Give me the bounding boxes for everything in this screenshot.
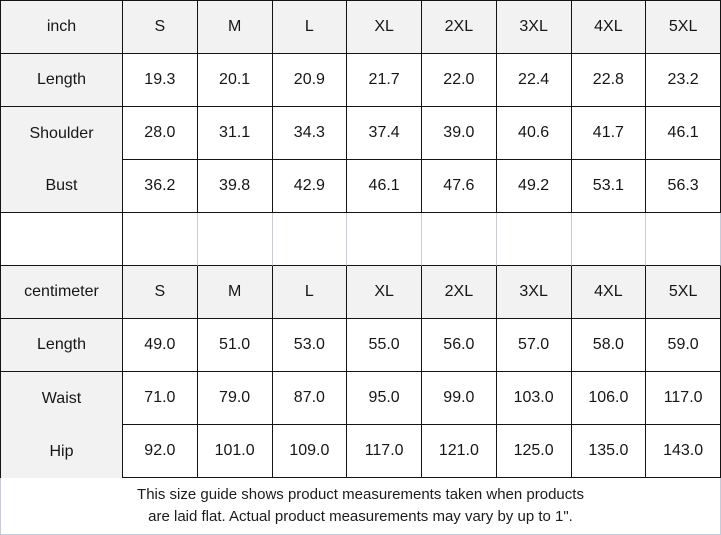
- measurement-value-cell: 92.0: [123, 425, 198, 478]
- unit-label-cell: centimeter: [1, 266, 123, 319]
- measurement-value-cell: 117.0: [347, 425, 422, 478]
- unit-label-cell: inch: [1, 1, 123, 54]
- size-header-cell: 3XL: [496, 1, 572, 54]
- spacer-cell: [496, 213, 572, 266]
- spacer-cell: [1, 213, 123, 266]
- size-header-cell: 4XL: [571, 266, 647, 319]
- measurement-label-cell: Hip: [1, 425, 123, 478]
- measurement-value-cell: 71.0: [123, 372, 198, 425]
- measurement-value-cell: 58.0: [571, 319, 647, 372]
- measurement-value-cell: 39.8: [197, 160, 273, 213]
- measurement-row: Waist 71.0 79.0 87.0 95.0 99.0 103.0 106.0 117.0: [1, 372, 721, 425]
- measurement-row: Length 49.0 51.0 53.0 55.0 56.0 57.0 58.0 59.0: [1, 319, 721, 372]
- size-header-row: inch S M L XL 2XL 3XL 4XL 5XL: [1, 1, 721, 54]
- measurement-value-cell: 59.0: [646, 319, 721, 372]
- measurement-value-cell: 143.0: [646, 425, 721, 478]
- spacer-cell: [272, 213, 348, 266]
- measurement-row: Length 19.3 20.1 20.9 21.7 22.0 22.4 22.8 23.2: [1, 54, 721, 107]
- measurement-row: Hip 92.0 101.0 109.0 117.0 121.0 125.0 135.0 143…: [1, 425, 721, 478]
- measurement-value-cell: 23.2: [646, 54, 721, 107]
- measurement-value-cell: 53.0: [272, 319, 348, 372]
- measurement-value-cell: 37.4: [347, 107, 422, 160]
- measurement-value-cell: 47.6: [422, 160, 497, 213]
- size-header-cell: S: [123, 1, 198, 54]
- size-header-cell: 4XL: [571, 1, 647, 54]
- measurement-value-cell: 22.4: [496, 54, 572, 107]
- measurement-value-cell: 46.1: [646, 107, 721, 160]
- spacer-cell: [347, 213, 422, 266]
- measurement-value-cell: 42.9: [272, 160, 348, 213]
- measurement-value-cell: 56.0: [422, 319, 497, 372]
- measurement-value-cell: 51.0: [197, 319, 273, 372]
- measurement-value-cell: 109.0: [272, 425, 348, 478]
- size-guide-note: This size guide shows product measuremen…: [0, 478, 721, 535]
- measurement-label-cell: Length: [1, 54, 123, 107]
- measurement-value-cell: 103.0: [496, 372, 572, 425]
- note-line: This size guide shows product measuremen…: [137, 485, 584, 503]
- measurement-value-cell: 79.0: [197, 372, 273, 425]
- size-header-cell: M: [197, 1, 273, 54]
- size-header-cell: 2XL: [422, 266, 497, 319]
- measurement-value-cell: 34.3: [272, 107, 348, 160]
- size-header-cell: 2XL: [422, 1, 497, 54]
- size-header-cell: L: [272, 266, 348, 319]
- measurement-value-cell: 55.0: [347, 319, 422, 372]
- measurement-value-cell: 49.0: [123, 319, 198, 372]
- size-header-row: centimeter S M L XL 2XL 3XL 4XL 5XL: [1, 266, 721, 319]
- measurement-value-cell: 22.0: [422, 54, 497, 107]
- measurement-value-cell: 53.1: [571, 160, 647, 213]
- measurement-row: Shoulder 28.0 31.1 34.3 37.4 39.0 40.6 41.7 46.1: [1, 107, 721, 160]
- size-header-cell: XL: [347, 1, 422, 54]
- measurement-value-cell: 22.8: [571, 54, 647, 107]
- size-header-cell: S: [123, 266, 198, 319]
- measurement-value-cell: 106.0: [571, 372, 647, 425]
- spacer-cell: [571, 213, 647, 266]
- measurement-value-cell: 28.0: [123, 107, 198, 160]
- spacer-cell: [646, 213, 721, 266]
- measurement-label-cell: Bust: [1, 160, 123, 213]
- measurement-row: Bust 36.2 39.8 42.9 46.1 47.6 49.2 53.1 56.3: [1, 160, 721, 213]
- measurement-label-cell: Waist: [1, 372, 123, 425]
- measurement-value-cell: 57.0: [496, 319, 572, 372]
- note-line: are laid flat. Actual product measuremen…: [148, 508, 573, 525]
- measurement-value-cell: 19.3: [123, 54, 198, 107]
- size-chart-table: inch S M L XL 2XL 3XL 4XL 5XL Length 19.3 20.1 20.9 2…: [0, 0, 721, 478]
- size-header-cell: M: [197, 266, 273, 319]
- measurement-value-cell: 31.1: [197, 107, 273, 160]
- spacer-row: [1, 213, 721, 266]
- measurement-value-cell: 95.0: [347, 372, 422, 425]
- measurement-value-cell: 125.0: [496, 425, 572, 478]
- measurement-value-cell: 99.0: [422, 372, 497, 425]
- size-header-cell: L: [272, 1, 348, 54]
- measurement-label-cell: Shoulder: [1, 107, 123, 160]
- measurement-value-cell: 20.9: [272, 54, 348, 107]
- measurement-value-cell: 121.0: [422, 425, 497, 478]
- size-header-cell: 5XL: [646, 1, 721, 54]
- measurement-value-cell: 20.1: [197, 54, 273, 107]
- spacer-cell: [123, 213, 198, 266]
- measurement-value-cell: 21.7: [347, 54, 422, 107]
- size-header-cell: XL: [347, 266, 422, 319]
- measurement-value-cell: 40.6: [496, 107, 572, 160]
- size-header-cell: 3XL: [496, 266, 572, 319]
- measurement-value-cell: 117.0: [646, 372, 721, 425]
- spacer-cell: [422, 213, 497, 266]
- measurement-value-cell: 56.3: [646, 160, 721, 213]
- measurement-value-cell: 41.7: [571, 107, 647, 160]
- measurement-value-cell: 101.0: [197, 425, 273, 478]
- size-header-cell: 5XL: [646, 266, 721, 319]
- measurement-value-cell: 49.2: [496, 160, 572, 213]
- measurement-value-cell: 135.0: [571, 425, 647, 478]
- spacer-cell: [197, 213, 273, 266]
- measurement-value-cell: 39.0: [422, 107, 497, 160]
- measurement-value-cell: 87.0: [272, 372, 348, 425]
- measurement-value-cell: 36.2: [123, 160, 198, 213]
- measurement-label-cell: Length: [1, 319, 123, 372]
- measurement-value-cell: 46.1: [347, 160, 422, 213]
